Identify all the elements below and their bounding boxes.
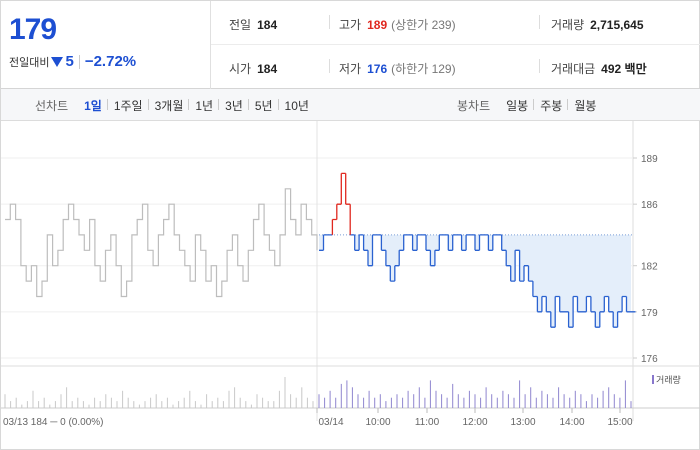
down-arrow-icon bbox=[51, 56, 64, 67]
volume-legend-swatch bbox=[652, 375, 654, 384]
series-today-up-line bbox=[331, 172, 351, 235]
stats-row-2: 시가 184 저가 176 (하한가 129) 거래대금 492 백만 bbox=[211, 45, 700, 89]
x-tick-label: 12:00 bbox=[462, 417, 487, 428]
x-tick-label: 15:00 bbox=[607, 417, 632, 428]
change-rate: −2.72% bbox=[84, 53, 137, 70]
line-chart-periods: 선차트 1일 1주일 3개월 1년 3년 5년 10년 bbox=[35, 89, 315, 121]
stat-low: 저가 176 (하한가 129) bbox=[339, 62, 456, 76]
period-tab[interactable]: 1주일 bbox=[106, 97, 149, 114]
change-value: 5 bbox=[65, 53, 74, 70]
stat-amount: 거래대금 492 백만 bbox=[551, 62, 647, 76]
stat-divider bbox=[539, 15, 540, 29]
stat-divider bbox=[329, 59, 330, 73]
period-tab[interactable]: 1년 bbox=[188, 97, 219, 114]
period-tab[interactable]: 5년 bbox=[247, 97, 279, 114]
line-chart-label: 선차트 bbox=[35, 98, 69, 113]
candle-chart-label: 봉차트 bbox=[457, 98, 491, 113]
quote-stats: 전일 184 고가 189 (상한가 239) 거래량 2,715,645 시가 184 … bbox=[211, 1, 700, 89]
volume-legend: 거래량 bbox=[652, 373, 681, 386]
stats-row-1: 전일 184 고가 189 (상한가 239) 거래량 2,715,645 bbox=[211, 1, 700, 45]
volume-legend-label: 거래량 bbox=[656, 375, 681, 385]
y-tick-label: 176 bbox=[641, 354, 658, 365]
period-tab[interactable]: 10년 bbox=[277, 97, 315, 114]
x-tick-label: 03/14 bbox=[318, 417, 343, 428]
x-tick-label: 10:00 bbox=[365, 417, 390, 428]
x-tick-label: 11:00 bbox=[415, 417, 440, 428]
stat-high: 고가 189 (상한가 239) bbox=[339, 18, 456, 32]
y-tick-label: 182 bbox=[641, 262, 658, 273]
candle-chart-periods: 봉차트 일봉 주봉 월봉 bbox=[457, 89, 602, 121]
quote-header: 179 전일대비 5 −2.72% 전일 184 고가 189 (상한가 239) bbox=[1, 1, 700, 89]
current-price: 179 bbox=[9, 13, 57, 46]
stat-divider bbox=[539, 59, 540, 73]
candle-period-tab[interactable]: 월봉 bbox=[567, 97, 602, 114]
series-today-line bbox=[319, 234, 636, 328]
period-toolbar: 선차트 1일 1주일 3개월 1년 3년 5년 10년 봉차트 일봉 주봉 월봉 bbox=[1, 89, 700, 121]
price-chart: 189 186 182 179 176 03/14 10:00 11:00 12:00 13:00… bbox=[1, 121, 700, 450]
price-chart-svg: 189 186 182 179 176 03/14 10:00 11:00 12:00 13:00… bbox=[1, 121, 700, 428]
stat-divider bbox=[329, 15, 330, 29]
change-divider bbox=[78, 54, 80, 69]
below-prev-close-fill bbox=[319, 234, 631, 328]
y-tick-label: 179 bbox=[641, 308, 658, 319]
change-row: 전일대비 5 −2.72% bbox=[9, 53, 136, 70]
prev-day-label: 03/13 184 ─ 0 (0.00%) bbox=[3, 417, 103, 428]
change-label: 전일대비 bbox=[9, 56, 50, 69]
stat-prev-close: 전일 184 bbox=[229, 18, 278, 32]
x-tick-label: 14:00 bbox=[559, 417, 584, 428]
x-tick-label: 13:00 bbox=[510, 417, 535, 428]
candle-period-tab[interactable]: 일봉 bbox=[506, 98, 529, 113]
period-tab[interactable]: 3년 bbox=[218, 97, 249, 114]
candle-period-tab[interactable]: 주봉 bbox=[533, 97, 568, 114]
stat-open: 시가 184 bbox=[229, 62, 278, 76]
y-tick-label: 189 bbox=[641, 154, 658, 165]
stat-volume: 거래량 2,715,645 bbox=[551, 18, 644, 32]
period-tab[interactable]: 1일 bbox=[84, 98, 102, 113]
period-tab[interactable]: 3개월 bbox=[147, 97, 190, 114]
price-summary: 179 전일대비 5 −2.72% bbox=[1, 1, 211, 89]
series-prev-day-line bbox=[5, 188, 318, 298]
y-tick-label: 186 bbox=[641, 200, 658, 211]
